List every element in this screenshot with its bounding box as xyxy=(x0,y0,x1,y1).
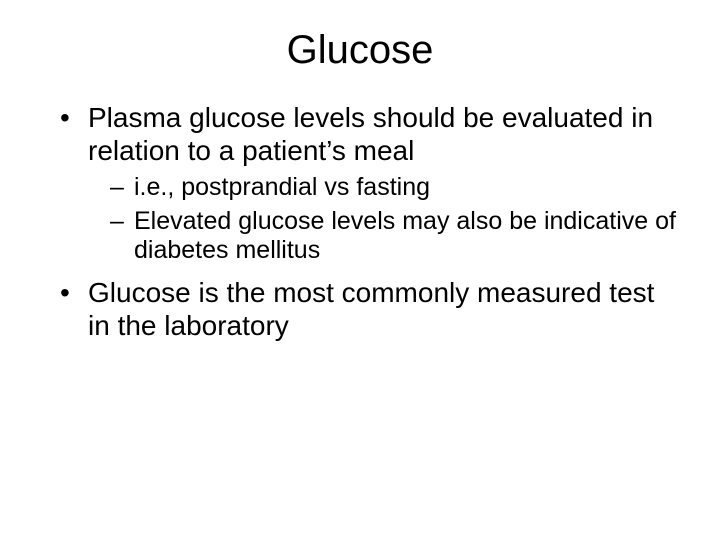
bullet-text: Glucose is the most commonly measured te… xyxy=(88,277,654,341)
slide: Glucose Plasma glucose levels should be … xyxy=(0,0,720,540)
list-item: Glucose is the most commonly measured te… xyxy=(70,276,680,342)
list-item: i.e., postprandial vs fasting xyxy=(116,173,680,203)
sub-bullet-list: i.e., postprandial vs fasting Elevated g… xyxy=(88,173,680,266)
bullet-list: Plasma glucose levels should be evaluate… xyxy=(40,101,680,342)
slide-title: Glucose xyxy=(40,28,680,73)
list-item: Plasma glucose levels should be evaluate… xyxy=(70,101,680,266)
bullet-text: Elevated glucose levels may also be indi… xyxy=(134,207,676,265)
list-item: Elevated glucose levels may also be indi… xyxy=(116,207,680,266)
bullet-text: Plasma glucose levels should be evaluate… xyxy=(88,102,653,166)
bullet-text: i.e., postprandial vs fasting xyxy=(134,173,430,201)
